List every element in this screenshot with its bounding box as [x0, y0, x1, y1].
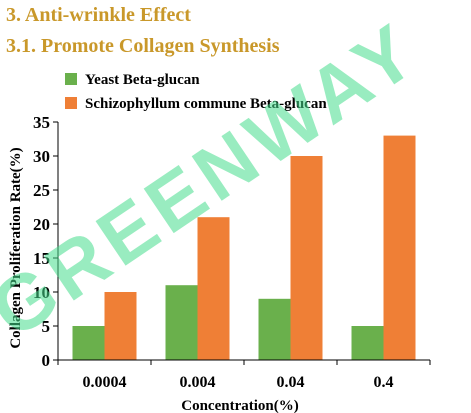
legend-label-yeast: Yeast Beta-glucan — [85, 72, 200, 88]
y-tick-label: 35 — [33, 113, 50, 132]
y-tick-label: 30 — [33, 147, 50, 166]
y-tick-label: 5 — [42, 317, 51, 336]
bar-series-2-0.4 — [383, 135, 416, 360]
y-tick-label: 20 — [33, 215, 50, 234]
legend: Yeast Beta-glucan Schizophyllum commune … — [65, 72, 327, 112]
bar-series-1-0.004 — [165, 285, 198, 360]
subsection-title: 3.1. Promote Collagen Synthesis — [6, 35, 280, 57]
x-axis-label: Concentration(%) — [181, 398, 298, 413]
bars — [72, 135, 416, 360]
legend-label-schizophyllum: Schizophyllum commune Beta-glucan — [85, 96, 327, 112]
x-tick-label: 0.004 — [180, 374, 216, 391]
y-axis-label: Collagen Proliferation Rate(%) — [8, 147, 24, 348]
bar-series-1-0.4 — [351, 326, 384, 360]
y-tick-label: 25 — [33, 181, 50, 200]
bar-series-2-0.04 — [290, 156, 323, 360]
x-tick-label: 0.4 — [374, 374, 394, 391]
legend-swatch-schizophyllum — [65, 97, 77, 109]
y-tick-label: 0 — [42, 351, 51, 370]
x-tick-label: 0.04 — [277, 374, 305, 391]
bar-series-1-0.04 — [258, 298, 291, 360]
x-tick-label: 0.0004 — [83, 374, 127, 391]
bar-series-2-0.0004 — [104, 292, 137, 360]
bar-series-1-0.0004 — [72, 326, 105, 360]
legend-swatch-yeast — [65, 73, 77, 85]
section-title: 3. Anti-wrinkle Effect — [6, 4, 191, 26]
bar-series-2-0.004 — [197, 217, 230, 360]
x-axis-ticks: 0.0004 0.004 0.04 0.4 — [57, 360, 431, 391]
y-tick-label: 15 — [33, 249, 50, 268]
y-tick-label: 10 — [33, 283, 50, 302]
y-axis-ticks: 0 5 10 15 20 25 30 35 — [33, 113, 58, 370]
